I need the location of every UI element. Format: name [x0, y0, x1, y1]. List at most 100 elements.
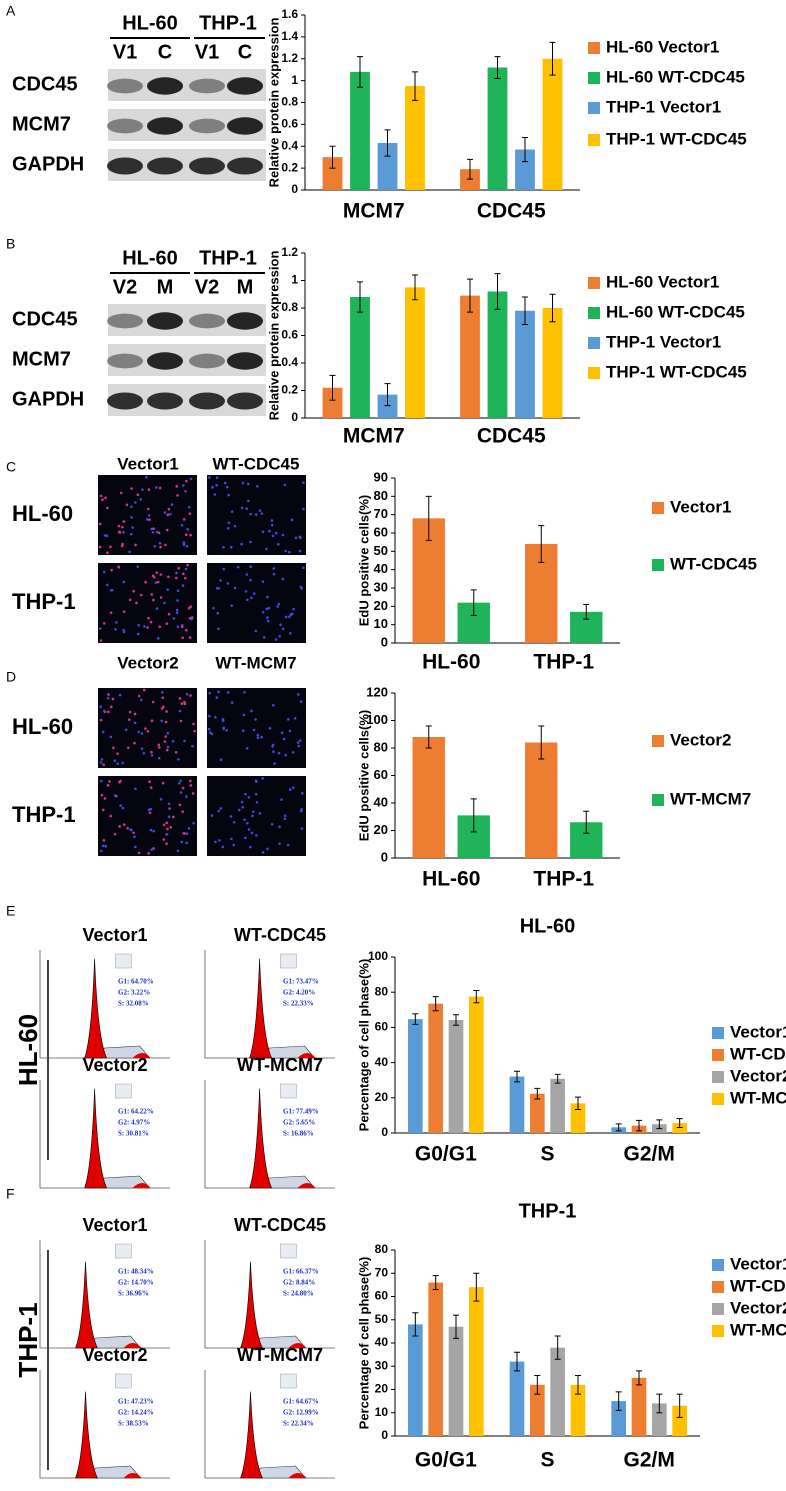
cell-dot: [268, 726, 272, 730]
panel-letter: C: [6, 459, 16, 475]
axes: [394, 1250, 700, 1437]
cell-dot: [267, 606, 271, 610]
flow-g1-peak: [75, 1391, 98, 1479]
cell-dot: [119, 491, 123, 495]
legend-swatch: [652, 735, 664, 747]
cell-dot: [103, 797, 107, 800]
legend-label: Vector1: [730, 1254, 786, 1273]
legend-label: WT-MCM7: [730, 1088, 786, 1107]
flow-g1-peak: [240, 1391, 263, 1479]
cell-dot: [217, 627, 220, 631]
cell-dot: [298, 549, 302, 553]
cell-dot: [261, 851, 265, 854]
lane-label: V2: [113, 276, 137, 298]
cell-dot: [255, 800, 259, 804]
cell-dot: [245, 747, 249, 750]
cell-dot: [159, 596, 163, 599]
flow-stat: G1: 73.47%: [283, 978, 319, 986]
cell-dot: [145, 475, 148, 479]
cell-dot: [246, 499, 250, 503]
error-bar: [453, 1014, 459, 1026]
cell-dot: [278, 825, 281, 829]
cell-dot: [102, 709, 106, 713]
error-bar: [329, 374, 336, 401]
cell-dot: [268, 529, 271, 533]
cell-dot: [219, 807, 223, 810]
flow-stat: S: 24.80%: [283, 1290, 314, 1298]
y-tick-label: 50: [375, 1312, 389, 1326]
cell-dot: [119, 804, 122, 807]
cell-dot: [176, 599, 179, 602]
cell-dot: [130, 505, 133, 509]
cell-dot: [274, 531, 278, 535]
cell-dot: [221, 845, 225, 849]
bar: [460, 295, 480, 418]
cell-dot: [277, 751, 281, 755]
cell-dot: [217, 690, 220, 694]
cell-dot: [139, 593, 143, 597]
cell-dot: [288, 729, 292, 733]
cell-dot: [168, 807, 171, 810]
lane-label: V2: [195, 276, 219, 298]
flow-g2-peak: [132, 1183, 151, 1188]
cell-dot: [165, 528, 169, 532]
blot-row-label: MCM7: [12, 113, 71, 135]
cell-dot: [214, 715, 217, 719]
error-bar: [357, 281, 363, 313]
cell-dot: [266, 616, 269, 619]
cell-dot: [189, 605, 193, 608]
cell-dot: [184, 533, 188, 537]
legend-label: Vector1: [670, 497, 731, 516]
legend-swatch: [652, 794, 664, 806]
cell-dot: [190, 616, 194, 619]
cell-dot: [289, 613, 293, 616]
y-tick-label: 60: [375, 1289, 389, 1303]
cell-dot: [115, 621, 118, 624]
cell-dot: [229, 545, 233, 549]
cell-dot: [126, 826, 129, 830]
error-bar: [412, 1013, 419, 1025]
error-bar: [636, 1119, 642, 1132]
cell-dot: [166, 513, 170, 517]
flow-axes: [39, 1240, 170, 1349]
legend-label: Vector2: [730, 1298, 786, 1317]
cell-dot: [147, 514, 151, 517]
cell-dot: [302, 507, 305, 511]
error-bar: [636, 1370, 642, 1386]
cell-dot: [186, 528, 190, 531]
cell-dot: [161, 696, 165, 700]
cell-dot: [214, 840, 217, 844]
legend-label: HL-60 Vector1: [606, 272, 719, 291]
bar: [405, 86, 425, 190]
cell-dot: [246, 821, 249, 825]
cell-dot: [133, 712, 137, 716]
cell-dot: [185, 544, 189, 548]
cell-dot: [159, 573, 163, 576]
cell-dot: [100, 849, 103, 853]
cell-dot: [297, 693, 300, 696]
panel-letter: D: [6, 669, 16, 685]
cell-dot: [133, 741, 136, 745]
cell-dot: [147, 616, 150, 620]
cell-dot: [240, 800, 244, 804]
cell-dot: [178, 709, 182, 713]
cell-dot: [162, 838, 166, 841]
cell-dot: [243, 818, 246, 822]
cell-dot: [272, 572, 276, 576]
blot-band: [147, 157, 183, 175]
cell-dot: [252, 728, 256, 732]
cell-dot: [229, 815, 233, 818]
legend-label: Vector2: [670, 730, 731, 749]
cell-dot: [291, 786, 295, 790]
error-bar: [538, 525, 545, 563]
cell-dot: [128, 550, 131, 554]
legend-swatch: [652, 559, 664, 571]
cell-dot: [160, 719, 163, 723]
flow-g2-peak: [123, 1473, 142, 1478]
flow-legend-box: [115, 953, 132, 969]
cell-dot: [174, 576, 178, 580]
cell-dot: [210, 732, 214, 736]
cell-dot: [188, 636, 192, 639]
cell-dot: [125, 503, 129, 506]
cell-dot: [146, 626, 149, 629]
